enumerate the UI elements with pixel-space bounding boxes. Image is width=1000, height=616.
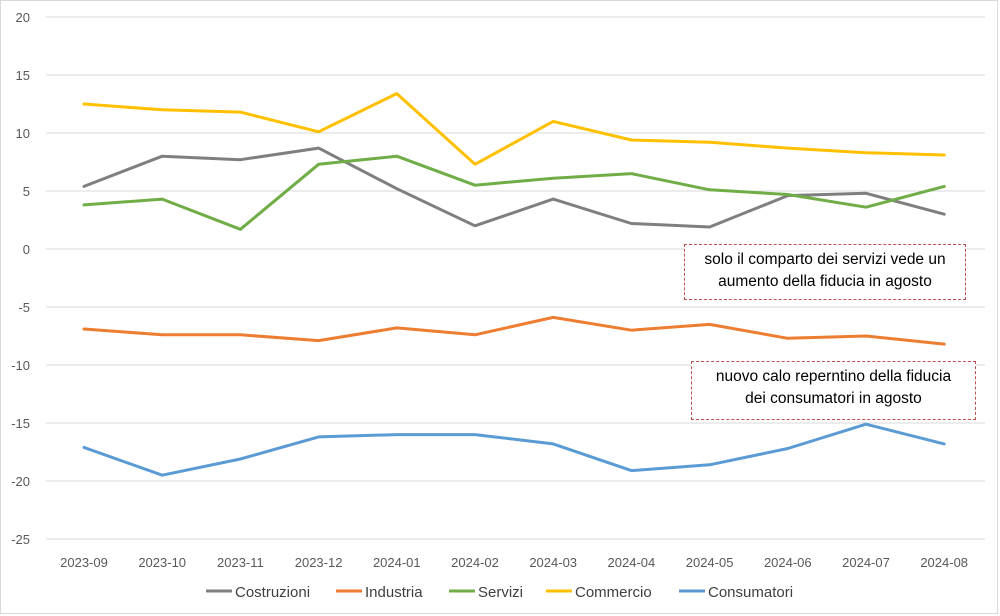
series-lines	[82, 92, 946, 477]
legend-label: Industria	[365, 584, 423, 601]
legend: Costruzioni Industria Servizi Commercio Cons…	[206, 584, 793, 601]
x-tick-label: 2024-01	[373, 555, 421, 570]
legend-label: Servizi	[478, 584, 523, 601]
y-tick-label: -25	[11, 532, 30, 547]
legend-item-consumatori: Consumatori	[679, 584, 793, 601]
legend-item-commercio: Commercio	[546, 584, 652, 601]
legend-item-costruzioni: Costruzioni	[206, 584, 310, 601]
y-tick-label: 10	[16, 126, 30, 141]
x-tick-label: 2024-02	[451, 555, 499, 570]
annotation-consumers: nuovo calo reperntino della fiducia dei …	[691, 361, 976, 420]
annotation-services-line-1: solo il comparto dei servizi vede un	[704, 251, 946, 268]
y-tick-label: -15	[11, 416, 30, 431]
y-tick-label: -10	[11, 358, 30, 373]
legend-item-servizi: Servizi	[449, 584, 523, 601]
y-tick-label: 15	[16, 68, 30, 83]
x-tick-label: 2023-11	[217, 555, 264, 570]
legend-item-industria: Industria	[336, 584, 423, 601]
x-tick-label: 2024-06	[764, 555, 812, 570]
series-line-commercio	[82, 92, 946, 166]
annotation-services-line-2: aumento della fiducia in agosto	[718, 273, 932, 290]
y-tick-label: 5	[23, 184, 30, 199]
x-tick-label: 2024-07	[842, 555, 890, 570]
y-tick-label: 0	[23, 242, 30, 257]
legend-label: Commercio	[575, 584, 652, 601]
series-line-consumatori	[82, 422, 946, 477]
y-tick-label: -20	[11, 474, 30, 489]
x-tick-label: 2023-09	[60, 555, 108, 570]
y-axis-ticks: 20 15 10 5 0 -5 -10 -15 -20 -25	[11, 10, 30, 547]
x-tick-label: 2024-05	[686, 555, 734, 570]
annotation-consumers-line-1: nuovo calo reperntino della fiducia	[715, 368, 952, 385]
series-line-costruzioni	[82, 146, 946, 229]
y-tick-label: 20	[16, 10, 30, 25]
y-tick-label: -5	[18, 300, 30, 315]
x-axis-ticks: 2023-09 2023-10 2023-11 2023-12 2024-01 2024-…	[60, 555, 968, 570]
x-tick-label: 2023-10	[138, 555, 186, 570]
legend-label: Consumatori	[708, 584, 793, 601]
legend-label: Costruzioni	[235, 584, 310, 601]
annotation-consumers-line-2: dei consumatori in agosto	[745, 390, 922, 407]
x-tick-label: 2024-08	[920, 555, 968, 570]
annotation-services: solo il comparto dei servizi vede un aum…	[684, 244, 966, 300]
x-tick-label: 2024-04	[608, 555, 656, 570]
series-line-industria	[82, 315, 946, 346]
x-tick-label: 2024-03	[529, 555, 577, 570]
series-line-servizi	[82, 154, 946, 231]
x-tick-label: 2023-12	[295, 555, 343, 570]
